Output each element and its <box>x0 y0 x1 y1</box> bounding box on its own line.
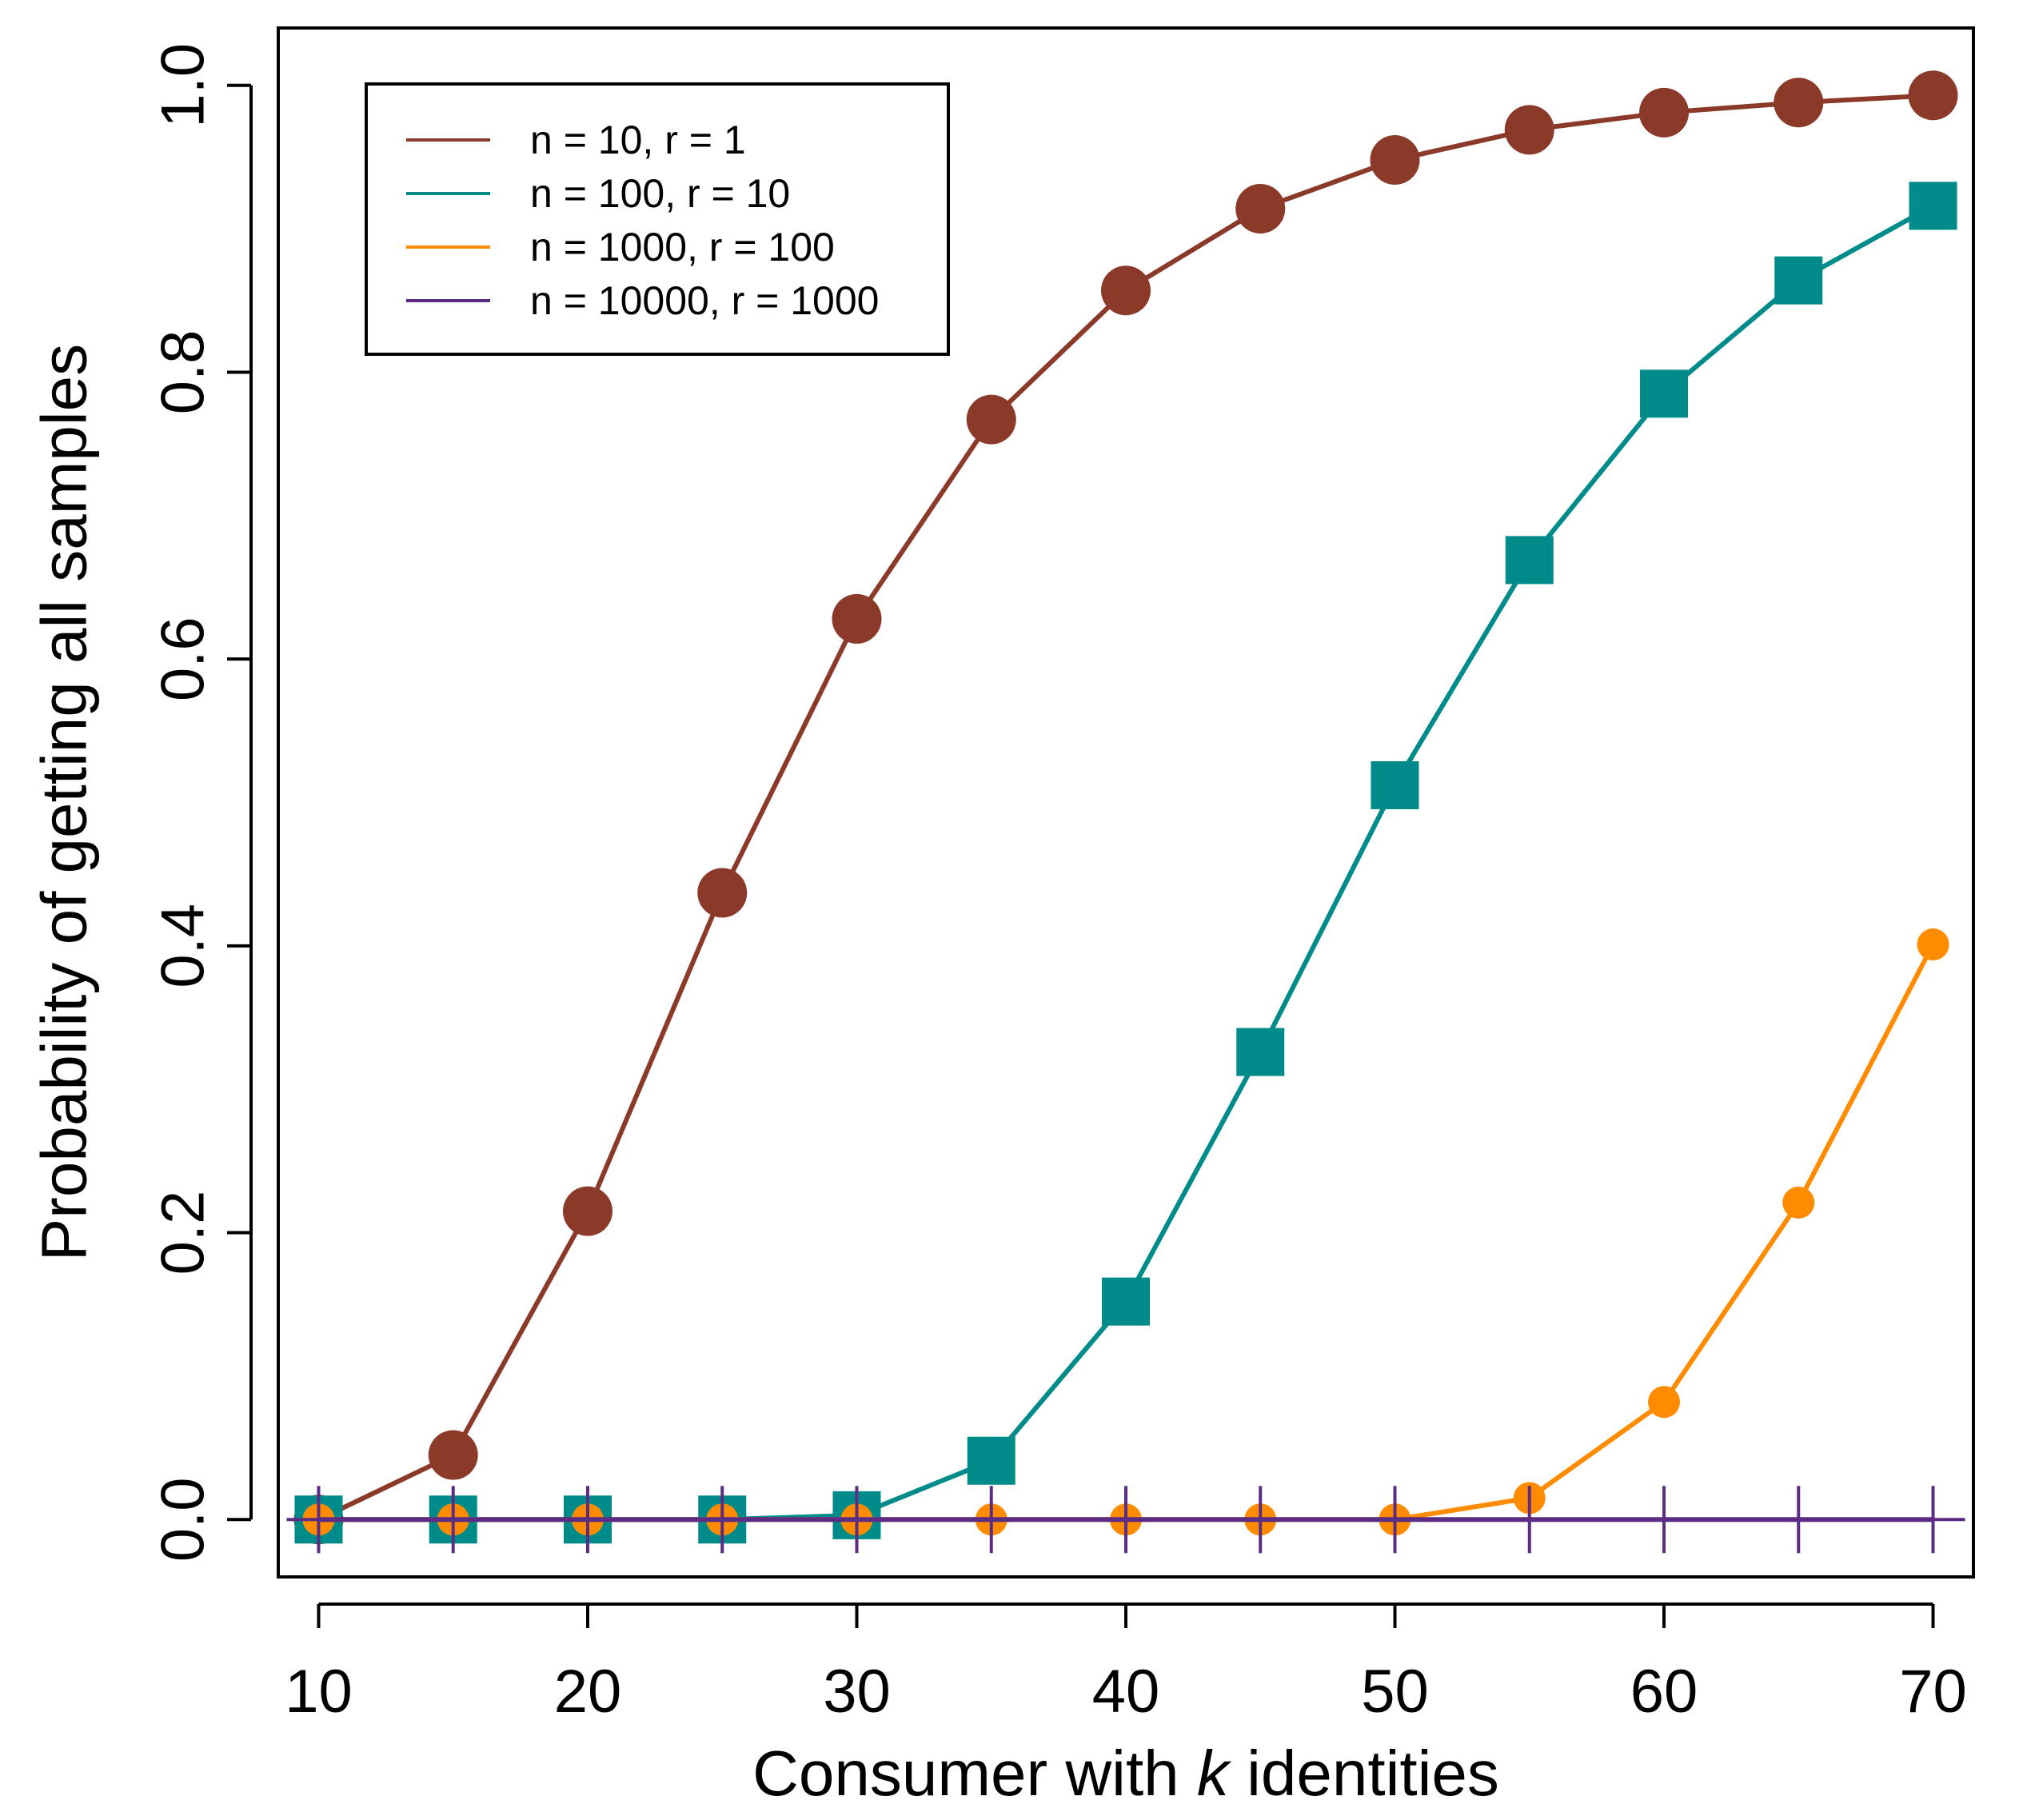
x-axis: 10 20 30 40 50 60 70 <box>285 1602 1967 1726</box>
data-point <box>832 593 882 644</box>
legend: n = 10, r = 1 n = 100, r = 10 n = 1000, r … <box>365 82 950 356</box>
legend-box <box>365 82 950 356</box>
data-point <box>1639 87 1690 138</box>
x-tick-label: 50 <box>1361 1658 1429 1726</box>
y-axis-title: Probability of getting all samples <box>29 344 100 1261</box>
legend-label: n = 10000, r = 1000 <box>530 278 879 323</box>
legend-label: n = 1000, r = 100 <box>530 225 835 269</box>
series-layer <box>286 70 1965 1554</box>
data-point <box>1909 182 1957 230</box>
data-point <box>1648 1386 1681 1419</box>
x-tick-label: 30 <box>823 1658 891 1726</box>
y-tick-label: 0.2 <box>150 1191 217 1275</box>
y-tick-label: 0.4 <box>150 904 217 988</box>
x-tick-label: 60 <box>1630 1658 1698 1726</box>
data-point <box>1370 135 1420 186</box>
legend-label: n = 100, r = 10 <box>530 171 790 216</box>
series-4 <box>286 1486 1965 1554</box>
data-point <box>1101 265 1151 316</box>
x-axis-title-variable: k <box>1197 1738 1232 1809</box>
data-point <box>967 1436 1015 1485</box>
plot-frame <box>277 26 1975 1579</box>
data-point <box>1917 928 1949 961</box>
y-tick-label: 1.0 <box>150 43 217 128</box>
data-point <box>1908 70 1958 121</box>
data-point <box>562 1186 612 1236</box>
data-point <box>1774 256 1823 305</box>
y-axis: 0.0 0.2 0.4 0.6 0.8 1.0 <box>150 43 253 1562</box>
data-point <box>1236 1028 1285 1076</box>
series-1 <box>293 70 1958 1545</box>
x-tick-label: 70 <box>1899 1658 1967 1726</box>
data-point <box>966 394 1016 445</box>
x-axis-title: Consumer with k identities <box>752 1738 1499 1809</box>
x-tick-label: 40 <box>1092 1658 1160 1726</box>
data-point <box>697 868 748 918</box>
data-point <box>1102 1277 1150 1326</box>
data-point <box>1640 369 1689 418</box>
data-point <box>1371 760 1419 809</box>
y-tick-label: 0.0 <box>150 1477 217 1562</box>
data-point <box>1505 536 1554 585</box>
data-point <box>1235 183 1286 233</box>
x-axis-title-prefix: Consumer with <box>752 1738 1197 1809</box>
x-axis-title-suffix: identities <box>1229 1738 1499 1809</box>
x-tick-label: 20 <box>554 1658 622 1726</box>
x-tick-label: 10 <box>285 1658 353 1726</box>
y-tick-label: 0.8 <box>150 330 217 415</box>
data-point <box>428 1430 478 1480</box>
legend-label: n = 10, r = 1 <box>530 118 746 162</box>
data-point <box>1774 78 1824 128</box>
y-tick-label: 0.6 <box>150 617 217 701</box>
data-point <box>1504 105 1554 155</box>
data-point <box>1782 1186 1815 1219</box>
